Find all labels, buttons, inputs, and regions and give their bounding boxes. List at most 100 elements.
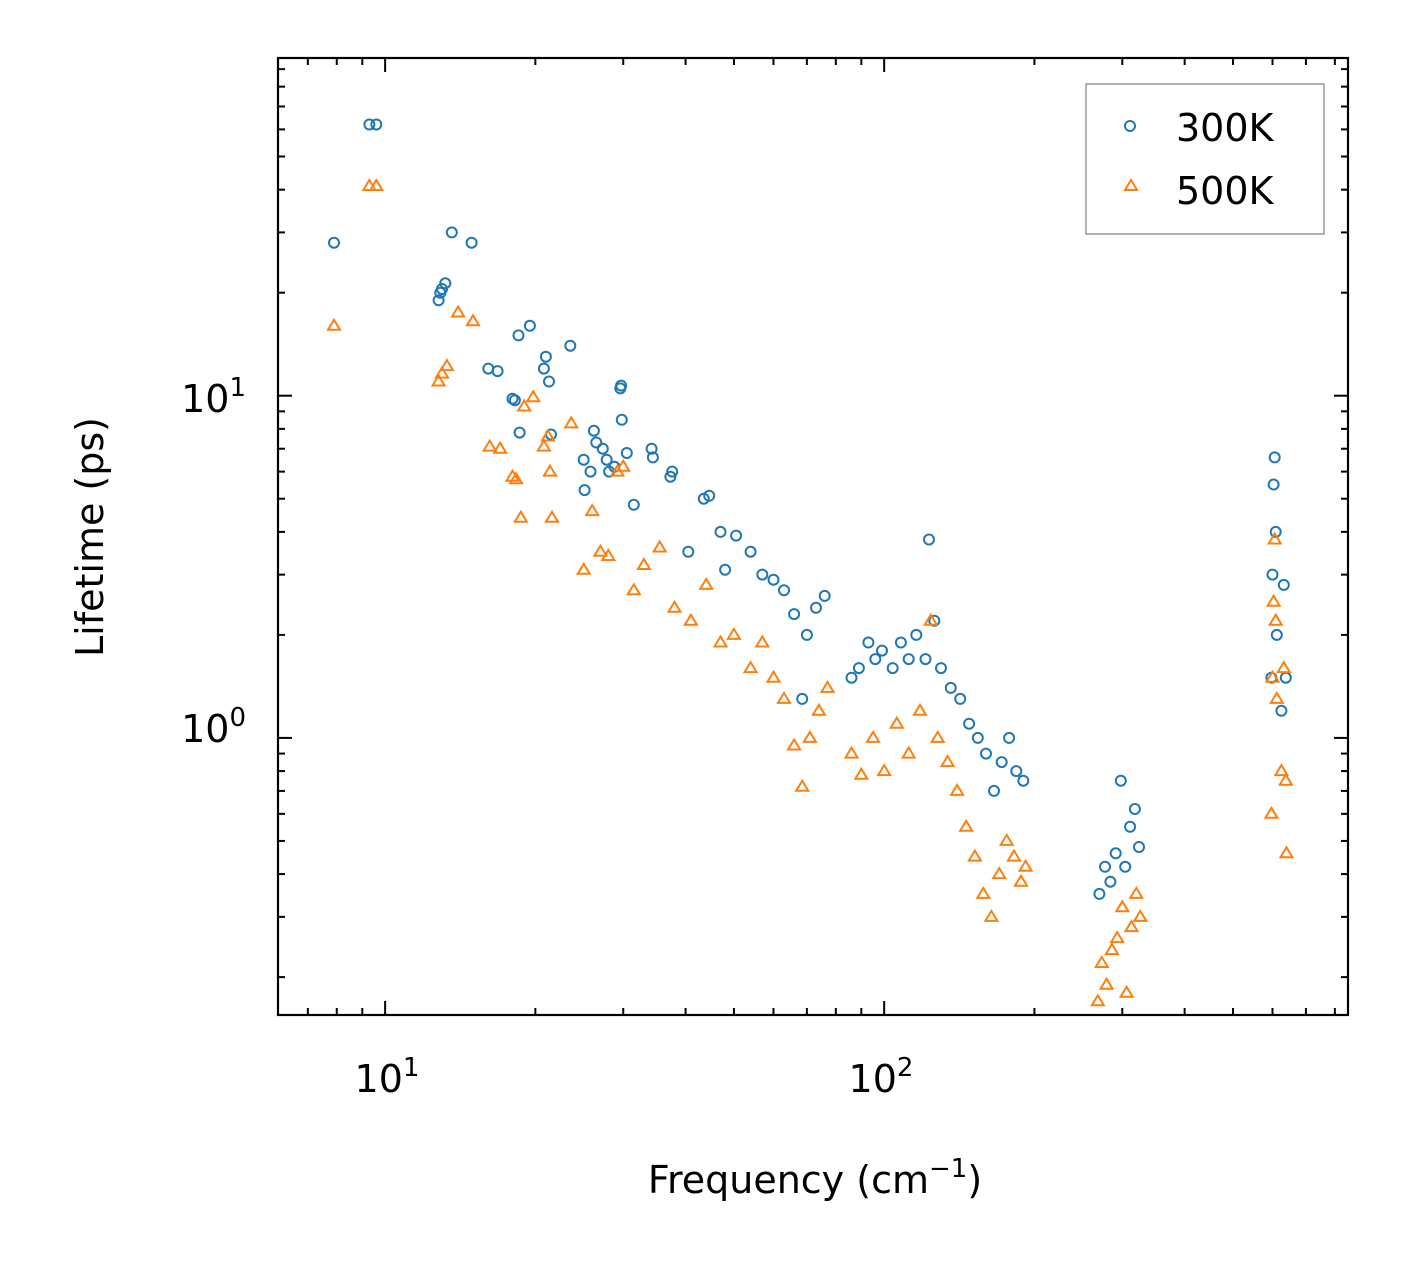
data-point-500K [802,729,818,743]
data-point-500K [651,539,668,553]
data-point-500K [683,612,699,626]
data-point-500K [600,548,617,561]
data-point-500K [742,660,759,674]
data-point-300K [646,451,659,464]
x-tick-label-10: 101 [355,1053,420,1101]
data-point-500K [465,313,481,327]
x-axis-label-main: Frequency (cm [648,1158,929,1202]
legend-label-300K: 300K [1176,106,1275,150]
x-axis-label-sup: −1 [929,1154,967,1184]
data-point-300K [615,413,628,426]
data-point-500K [754,634,771,648]
data-point-300K [645,442,658,455]
data-point-500K [998,832,1015,846]
data-point-300K [577,453,590,466]
data-point-500K [1278,772,1294,786]
data-point-300K [370,118,383,131]
data-point-300K [1268,451,1281,464]
data-point-500K [949,782,965,796]
data-point-500K [592,543,609,557]
data-point-500K [636,557,652,570]
data-point-500K [563,415,579,429]
data-point-500K [326,317,342,331]
data-point-300K [886,662,899,675]
data-point-500K [536,438,552,452]
data-point-500K [626,582,642,596]
data-point-300K [730,529,743,542]
data-point-300K [869,653,882,666]
data-point-500K [542,463,558,477]
data-point-300K [788,608,801,621]
data-point-300K [587,424,600,437]
data-point-300K [818,589,831,602]
data-point-300K [584,465,597,478]
data-point-500K [1263,805,1280,819]
data-point-500K [811,702,827,716]
data-point-300K [810,601,822,614]
data-point-300K [1275,704,1288,717]
data-point-500K [481,438,498,452]
data-point-300K [800,628,813,641]
data-point-300K [1270,628,1283,641]
data-point-500K [958,818,974,832]
data-point-300K [796,692,809,705]
data-point-300K [714,525,727,538]
data-point-300K [995,756,1008,769]
data-point-500K [843,745,860,759]
data-point-300K [445,226,458,239]
data-point-300K [465,236,478,249]
data-point-300K [543,375,555,388]
data-point-300K [1104,875,1117,888]
data-point-500K [712,634,729,648]
data-point-500K [983,908,1000,922]
data-point-500K [1104,942,1120,955]
data-point-300K [845,671,858,684]
data-point-500K [1006,848,1022,862]
data-point-500K [853,766,870,780]
data-point-300K [539,350,552,363]
data-point-500K [923,612,939,626]
data-point-500K [615,458,631,472]
plot-frame [276,56,1350,1017]
data-point-500K [516,398,532,412]
data-point-500K [1273,763,1290,777]
data-point-500K [1098,976,1115,990]
legend-marker-300K [1124,120,1136,132]
data-point-500K [368,178,385,191]
data-point-500K [900,745,917,759]
data-point-300K [432,294,445,307]
data-point-300K [1093,887,1106,900]
data-point-300K [363,118,376,131]
data-point-500K [975,885,992,899]
series-500K [326,178,1295,1007]
x-tick-label-100: 102 [849,1053,914,1101]
data-point-300K [954,692,967,705]
data-point-500K [889,715,905,729]
data-point-500K [1114,899,1131,913]
data-point-500K [1090,993,1106,1007]
data-point-300K [1099,860,1111,873]
data-point-500K [544,509,560,523]
data-point-500K [540,428,556,442]
data-point-500K [929,729,946,743]
y-tick-label-10: 101 [181,373,246,421]
data-point-300K [491,365,504,378]
data-point-500K [876,763,892,777]
legend-marker-500K [1123,178,1139,191]
data-point-300K [894,636,907,649]
data-point-500K [434,365,450,379]
data-point-300K [910,628,923,641]
data-point-300K [1133,841,1145,853]
data-point-500K [513,509,529,523]
x-axis-label-end: ) [967,1158,982,1202]
data-point-300K [627,498,640,511]
data-point-300K [512,329,525,342]
data-point-300K [537,362,550,375]
data-point-500K [1013,873,1029,887]
data-point-500K [1128,885,1145,899]
data-point-300K [600,453,613,466]
data-point-500K [1266,531,1283,545]
data-point-500K [439,358,455,372]
data-point-300K [666,465,679,478]
legend: 300K 500K [1085,83,1325,235]
